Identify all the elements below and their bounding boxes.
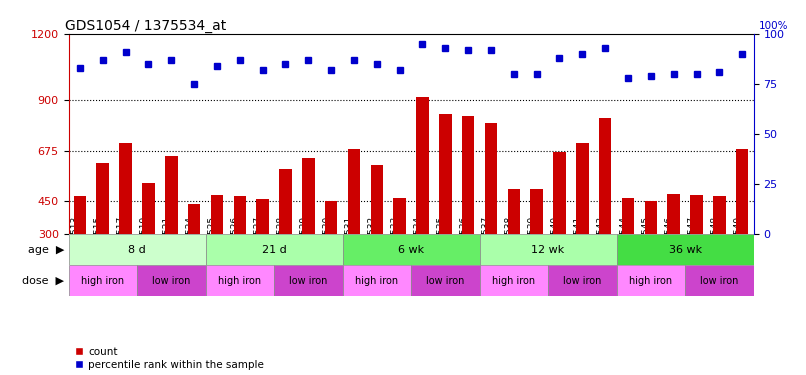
Bar: [206, 265, 274, 296]
Text: 100%: 100%: [759, 21, 788, 31]
Bar: [347, 149, 360, 234]
Text: 6 wk: 6 wk: [398, 244, 424, 255]
Bar: [343, 265, 411, 296]
Bar: [685, 265, 754, 296]
Bar: [621, 198, 634, 234]
Bar: [411, 265, 480, 296]
Bar: [256, 200, 269, 234]
Bar: [210, 195, 223, 234]
Text: 12 wk: 12 wk: [531, 244, 565, 255]
Bar: [343, 234, 480, 265]
Bar: [119, 143, 132, 234]
Bar: [69, 234, 206, 265]
Bar: [279, 170, 292, 234]
Text: low iron: low iron: [563, 276, 601, 286]
Text: dose  ▶: dose ▶: [23, 276, 64, 286]
Bar: [439, 114, 451, 234]
Bar: [548, 265, 617, 296]
Text: low iron: low iron: [426, 276, 464, 286]
Bar: [137, 265, 206, 296]
Text: high iron: high iron: [355, 276, 398, 286]
Bar: [645, 201, 657, 234]
Bar: [667, 194, 680, 234]
Bar: [576, 143, 588, 234]
Bar: [508, 189, 520, 234]
Text: 21 d: 21 d: [262, 244, 286, 255]
Bar: [393, 198, 406, 234]
Bar: [480, 234, 617, 265]
Text: low iron: low iron: [152, 276, 190, 286]
Bar: [302, 158, 314, 234]
Bar: [69, 265, 137, 296]
Bar: [480, 265, 548, 296]
Bar: [484, 123, 497, 234]
Bar: [142, 183, 155, 234]
Bar: [371, 165, 383, 234]
Bar: [416, 97, 429, 234]
Bar: [206, 234, 343, 265]
Bar: [713, 196, 725, 234]
Text: high iron: high iron: [81, 276, 124, 286]
Bar: [165, 156, 177, 234]
Bar: [736, 149, 749, 234]
Bar: [617, 234, 754, 265]
Text: 36 wk: 36 wk: [668, 244, 702, 255]
Bar: [188, 204, 201, 234]
Bar: [274, 265, 343, 296]
Bar: [73, 196, 86, 234]
Text: age  ▶: age ▶: [28, 244, 64, 255]
Bar: [462, 116, 475, 234]
Bar: [97, 163, 109, 234]
Text: 8 d: 8 d: [128, 244, 146, 255]
Bar: [690, 195, 703, 234]
Text: low iron: low iron: [700, 276, 738, 286]
Bar: [530, 189, 543, 234]
Text: GDS1054 / 1375534_at: GDS1054 / 1375534_at: [65, 19, 226, 33]
Bar: [553, 152, 566, 234]
Text: high iron: high iron: [218, 276, 261, 286]
Bar: [234, 196, 246, 234]
Text: high iron: high iron: [492, 276, 535, 286]
Text: high iron: high iron: [629, 276, 672, 286]
Bar: [617, 265, 685, 296]
Bar: [325, 201, 338, 234]
Bar: [599, 118, 612, 234]
Legend: count, percentile rank within the sample: count, percentile rank within the sample: [73, 346, 264, 370]
Text: low iron: low iron: [289, 276, 327, 286]
